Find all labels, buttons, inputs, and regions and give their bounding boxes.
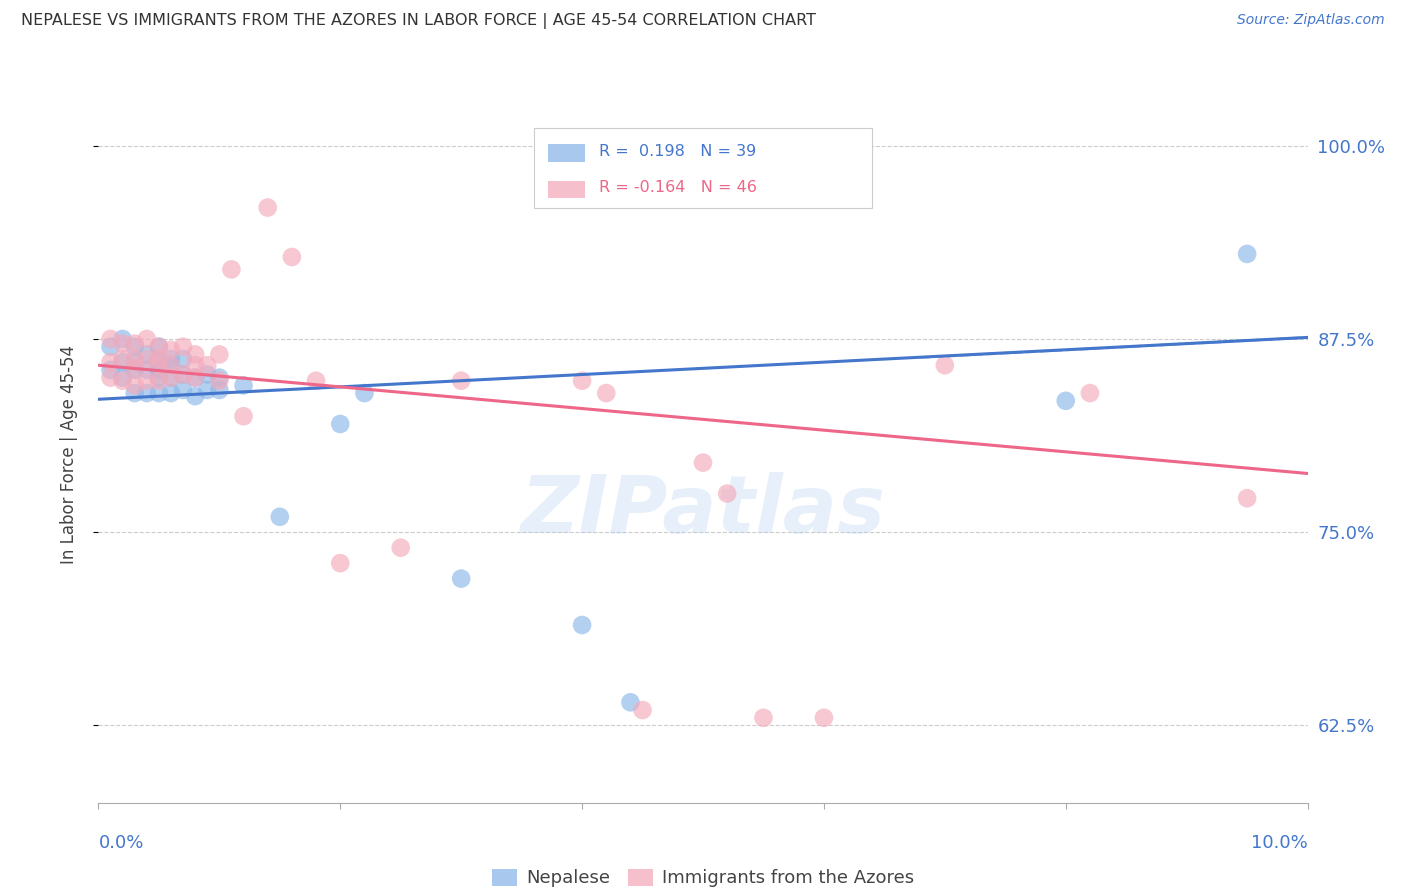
Point xyxy=(172,368,194,382)
Point xyxy=(752,711,775,725)
Point xyxy=(571,374,593,388)
Point xyxy=(195,368,218,382)
Point xyxy=(450,374,472,388)
Point xyxy=(100,370,122,384)
FancyBboxPatch shape xyxy=(534,128,872,208)
Y-axis label: In Labor Force | Age 45-54: In Labor Force | Age 45-54 xyxy=(59,345,77,565)
Point xyxy=(160,343,183,357)
Text: Source: ZipAtlas.com: Source: ZipAtlas.com xyxy=(1237,13,1385,28)
Point xyxy=(305,374,328,388)
Point xyxy=(195,358,218,372)
Point xyxy=(1236,491,1258,506)
Point xyxy=(160,370,183,384)
Text: 10.0%: 10.0% xyxy=(1251,834,1308,852)
Point xyxy=(232,378,254,392)
Point xyxy=(160,352,183,367)
Point xyxy=(256,201,278,215)
Legend: Nepalese, Immigrants from the Azores: Nepalese, Immigrants from the Azores xyxy=(485,862,921,892)
Point xyxy=(148,363,170,377)
Point xyxy=(111,332,134,346)
Point xyxy=(111,352,134,367)
Point xyxy=(281,250,304,264)
Point xyxy=(111,370,134,384)
Point xyxy=(148,340,170,354)
Point xyxy=(184,370,207,384)
Text: 0.0%: 0.0% xyxy=(98,834,143,852)
Point xyxy=(619,695,641,709)
Point xyxy=(148,374,170,388)
Point xyxy=(148,352,170,367)
Point xyxy=(208,374,231,388)
Point xyxy=(184,389,207,403)
Point xyxy=(172,368,194,382)
Point xyxy=(571,618,593,632)
Point xyxy=(160,358,183,372)
Point xyxy=(135,386,157,401)
Point xyxy=(148,386,170,401)
Point xyxy=(329,417,352,431)
Point xyxy=(135,347,157,361)
Point xyxy=(111,355,134,369)
Point xyxy=(208,347,231,361)
Point xyxy=(148,340,170,354)
Point xyxy=(135,363,157,377)
Point xyxy=(100,355,122,369)
Text: R = -0.164   N = 46: R = -0.164 N = 46 xyxy=(599,180,756,195)
Point xyxy=(160,358,183,372)
Point xyxy=(184,347,207,361)
Point xyxy=(813,711,835,725)
Point xyxy=(692,456,714,470)
Point xyxy=(135,352,157,367)
Point xyxy=(135,374,157,388)
Point xyxy=(100,332,122,346)
Point xyxy=(172,352,194,367)
Point xyxy=(184,370,207,384)
Point xyxy=(100,340,122,354)
Point xyxy=(124,340,146,354)
Bar xyxy=(548,180,585,198)
Point xyxy=(221,262,243,277)
Point xyxy=(148,355,170,369)
Text: ZIPatlas: ZIPatlas xyxy=(520,472,886,549)
Point xyxy=(148,370,170,384)
Point xyxy=(1236,247,1258,261)
Point xyxy=(124,363,146,377)
Point xyxy=(208,383,231,397)
Point xyxy=(1078,386,1101,401)
Text: R =  0.198   N = 39: R = 0.198 N = 39 xyxy=(599,144,756,159)
Point xyxy=(329,556,352,570)
Point xyxy=(124,378,146,392)
Point xyxy=(450,572,472,586)
Point xyxy=(934,358,956,372)
Point xyxy=(389,541,412,555)
Point xyxy=(195,383,218,397)
Point xyxy=(160,386,183,401)
Point xyxy=(716,486,738,500)
Point xyxy=(172,383,194,397)
Bar xyxy=(548,144,585,161)
Point xyxy=(135,332,157,346)
Point xyxy=(631,703,654,717)
Point xyxy=(111,374,134,388)
Point xyxy=(353,386,375,401)
Point xyxy=(172,340,194,354)
Point xyxy=(208,370,231,384)
Point xyxy=(269,509,291,524)
Point xyxy=(184,358,207,372)
Point xyxy=(100,363,122,377)
Text: NEPALESE VS IMMIGRANTS FROM THE AZORES IN LABOR FORCE | AGE 45-54 CORRELATION CH: NEPALESE VS IMMIGRANTS FROM THE AZORES I… xyxy=(21,13,815,29)
Point xyxy=(595,386,617,401)
Point xyxy=(148,358,170,372)
Point xyxy=(1054,393,1077,408)
Point xyxy=(160,370,183,384)
Point xyxy=(111,336,134,351)
Point xyxy=(124,386,146,401)
Point xyxy=(124,352,146,367)
Point xyxy=(232,409,254,424)
Point xyxy=(124,336,146,351)
Point xyxy=(124,361,146,376)
Point xyxy=(124,355,146,369)
